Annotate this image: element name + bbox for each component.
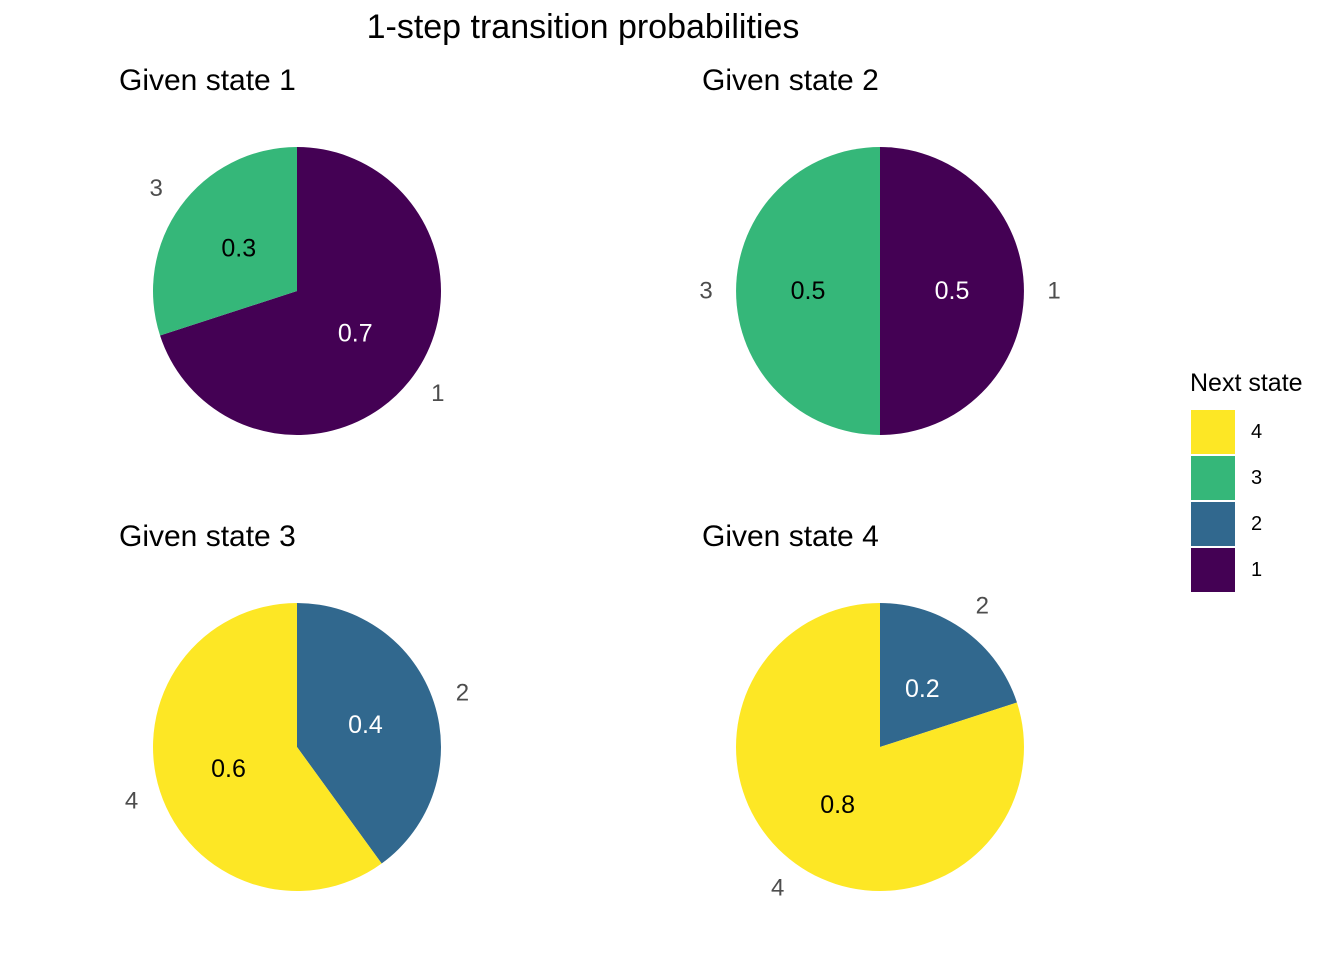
legend-label: 3 (1251, 467, 1262, 489)
pie-slices (736, 147, 1024, 435)
legend-title: Next state (1190, 369, 1303, 397)
chart-title: 1-step transition probabilities (367, 8, 800, 46)
slice-category-label: 4 (125, 787, 138, 814)
panel-given-state-3: Given state 3 0.4 2 0.6 4 (119, 520, 469, 891)
pie-labels: 0.4 2 0.6 4 (125, 680, 469, 815)
slice-category-label: 4 (771, 874, 784, 901)
slice-value-label: 0.5 (791, 277, 826, 305)
pie-slice-state-1 (880, 147, 1024, 435)
legend-label: 4 (1251, 421, 1262, 443)
slice-category-label: 1 (431, 380, 444, 407)
slice-value-label: 0.7 (338, 319, 373, 347)
panel-given-state-1: Given state 1 0.7 1 0.3 3 (119, 64, 444, 435)
slice-category-label: 2 (456, 680, 469, 707)
slice-value-label: 0.3 (221, 235, 256, 263)
pie-labels: 0.7 1 0.3 3 (150, 175, 445, 407)
panel-given-state-2: Given state 2 0.5 1 0.5 3 (699, 64, 1061, 435)
legend: Next state 4 3 2 1 (1190, 369, 1303, 592)
legend-label: 2 (1251, 513, 1262, 535)
slice-value-label: 0.2 (905, 675, 940, 703)
slice-category-label: 3 (699, 278, 712, 305)
pie-slice-state-2 (297, 603, 442, 864)
slice-value-label: 0.5 (935, 277, 970, 305)
pie-slice-state-3 (736, 147, 880, 435)
slice-value-label: 0.8 (820, 791, 855, 819)
pie-labels: 0.5 1 0.5 3 (699, 277, 1060, 305)
legend-key-4 (1191, 410, 1235, 454)
pie-slice-state-2 (880, 603, 1017, 747)
legend-label: 1 (1251, 559, 1262, 581)
pie-slices (153, 147, 442, 435)
legend-key-2 (1191, 502, 1235, 546)
pie-slice-state-4 (735, 603, 1024, 891)
slice-value-label: 0.6 (211, 755, 246, 783)
legend-key-1 (1191, 548, 1235, 592)
panel-title: Given state 4 (702, 520, 879, 553)
slice-category-label: 1 (1047, 278, 1060, 305)
panel-given-state-4: Given state 4 0.2 2 0.8 4 (702, 520, 1024, 901)
slice-category-label: 3 (150, 175, 163, 202)
legend-key-3 (1191, 456, 1235, 500)
pie-slice-state-4 (153, 603, 382, 891)
panel-title: Given state 3 (119, 520, 296, 553)
panel-title: Given state 2 (702, 64, 879, 97)
slice-value-label: 0.4 (348, 711, 383, 739)
pie-slice-state-1 (160, 147, 442, 435)
panel-title: Given state 1 (119, 64, 296, 97)
pie-slice-state-3 (153, 147, 297, 336)
pie-slices (735, 603, 1024, 891)
pie-slices (153, 603, 442, 891)
pie-labels: 0.2 2 0.8 4 (771, 593, 989, 902)
slice-category-label: 2 (976, 593, 989, 620)
